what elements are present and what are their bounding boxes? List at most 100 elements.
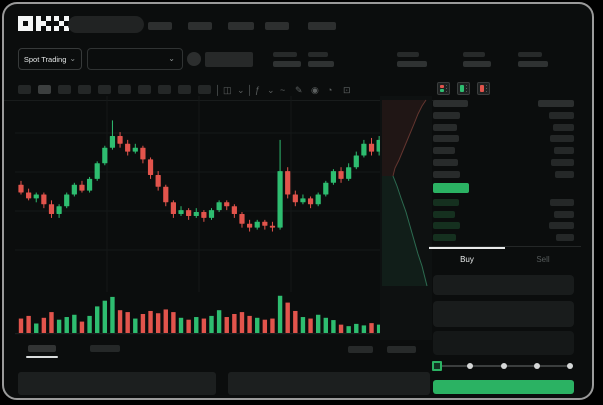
timeframe-button-1[interactable]: [38, 85, 51, 94]
ticker-stat-3: [463, 52, 505, 68]
nav-item-0[interactable]: [148, 22, 172, 30]
ask-amount-bar: [549, 112, 574, 119]
orderbook-col-price-header: [433, 100, 468, 107]
fullscreen-icon[interactable]: ⊡: [343, 85, 351, 95]
ask-price-bar: [433, 112, 460, 119]
timeframe-button-5[interactable]: [118, 85, 131, 94]
nav-item-2[interactable]: [228, 22, 254, 30]
timeframe-button-9[interactable]: [198, 85, 211, 94]
bid-price-bar: [433, 211, 455, 218]
bid-row-2[interactable]: [429, 222, 581, 230]
ask-amount-bar: [554, 147, 574, 154]
market-type-selector[interactable]: Spot Trading ⌄: [18, 48, 82, 70]
timeframe-button-2[interactable]: [58, 85, 71, 94]
orderbook-view-combined-icon[interactable]: [437, 82, 450, 95]
slider-step-3[interactable]: [533, 363, 540, 369]
orderbook-view-asks-icon[interactable]: [477, 82, 490, 95]
draw-tool-icon[interactable]: ✎: [295, 85, 303, 95]
chevron-down-icon[interactable]: ⌄: [267, 85, 275, 95]
app-window: Spot Trading ⌄ ⌄ │ ◫ ⌄ │ ƒ ⌄ ~ ✎ ◉ ◔ ⊡ Buy Sell: [2, 2, 594, 400]
order-info-box: [433, 331, 574, 355]
slider-step-1[interactable]: [467, 363, 474, 369]
orderbook-col-amount-header: [538, 100, 574, 107]
stat-label-bar: [397, 52, 419, 57]
coin-icon: [187, 52, 201, 66]
bid-row-1[interactable]: [429, 211, 581, 219]
history-icon[interactable]: ◔: [327, 85, 333, 95]
bid-price-bar: [433, 222, 460, 229]
orderbook-view-bids-icon[interactable]: [457, 82, 470, 95]
bottom-panel-1: [228, 372, 430, 395]
timeframe-button-0[interactable]: [18, 85, 31, 94]
ask-row-2[interactable]: [429, 135, 581, 143]
logo-glyph-x: [54, 16, 69, 31]
depth-svg: [382, 99, 428, 287]
divider: │: [215, 85, 221, 95]
nav-item-1[interactable]: [188, 22, 212, 30]
amount-slider[interactable]: [432, 361, 573, 371]
bid-amount-bar: [554, 211, 574, 218]
stat-label-bar: [308, 52, 328, 57]
candle-style-icon[interactable]: ◫: [223, 85, 232, 95]
nav-item-3[interactable]: [265, 22, 289, 30]
chevron-down-icon: ⌄: [168, 54, 175, 63]
pair-selector[interactable]: ⌄: [87, 48, 183, 70]
bottom-tab-1[interactable]: [90, 345, 120, 352]
search-input[interactable]: [68, 16, 144, 33]
chevron-down-icon[interactable]: ⌄: [237, 85, 245, 95]
volume-svg: [15, 295, 381, 335]
bid-row-0[interactable]: [429, 199, 581, 207]
stat-value-bar: [273, 61, 301, 67]
timeframe-button-4[interactable]: [98, 85, 111, 94]
top-nav: [4, 22, 592, 30]
depth-panel: [380, 96, 432, 340]
sell-tab[interactable]: Sell: [536, 255, 550, 264]
buy-tab[interactable]: Buy: [429, 247, 505, 271]
timeframe-button-7[interactable]: [158, 85, 171, 94]
slider-step-0[interactable]: [432, 361, 442, 371]
ticker-stat-4: [518, 52, 560, 68]
ask-price-bar: [433, 159, 458, 166]
stat-label-bar: [463, 52, 485, 57]
bottom-meta-0[interactable]: [348, 346, 373, 353]
amount-input[interactable]: [433, 301, 574, 327]
nav-item-4[interactable]: [308, 22, 336, 30]
timeframe-button-3[interactable]: [78, 85, 91, 94]
timeframe-row: [18, 85, 238, 94]
ask-amount-bar: [550, 135, 574, 142]
chart-tools: │ ◫ ⌄ │ ƒ ⌄ ~ ✎ ◉ ◔ ⊡: [4, 83, 434, 97]
stat-value-bar: [308, 61, 334, 67]
submit-buy-button[interactable]: [433, 380, 574, 394]
bid-amount-bar: [556, 234, 574, 241]
indicators-icon[interactable]: ƒ: [255, 85, 261, 95]
slider-step-4[interactable]: [567, 363, 573, 369]
bottom-tab-0[interactable]: [28, 345, 56, 352]
slider-step-2[interactable]: [500, 363, 507, 369]
timeframe-button-8[interactable]: [178, 85, 191, 94]
ask-row-4[interactable]: [429, 159, 581, 167]
camera-icon[interactable]: ◉: [311, 85, 319, 95]
logo-glyph-k: [36, 16, 51, 31]
bid-row-3[interactable]: [429, 234, 581, 242]
market-type-label: Spot Trading: [23, 54, 67, 64]
stat-label-bar: [273, 52, 297, 57]
bid-amount-bar: [550, 199, 574, 206]
ask-row-1[interactable]: [429, 124, 581, 132]
bid-price-bar: [433, 234, 456, 241]
last-price-bar: [433, 183, 469, 193]
stat-value-bar: [397, 61, 427, 67]
bottom-meta-1[interactable]: [387, 346, 416, 353]
ask-row-5[interactable]: [429, 171, 581, 179]
stat-value-bar: [518, 61, 548, 67]
ask-row-0[interactable]: [429, 112, 581, 120]
price-input[interactable]: [433, 275, 574, 295]
candles-svg[interactable]: [15, 96, 381, 292]
bid-amount-bar: [549, 222, 574, 229]
timeframe-button-6[interactable]: [138, 85, 151, 94]
ask-amount-bar: [553, 124, 574, 131]
divider: │: [247, 85, 253, 95]
right-panel: Buy Sell: [429, 78, 581, 398]
ask-row-3[interactable]: [429, 147, 581, 155]
ticker-stat-2: [397, 52, 439, 68]
line-type-icon[interactable]: ~: [280, 85, 286, 95]
